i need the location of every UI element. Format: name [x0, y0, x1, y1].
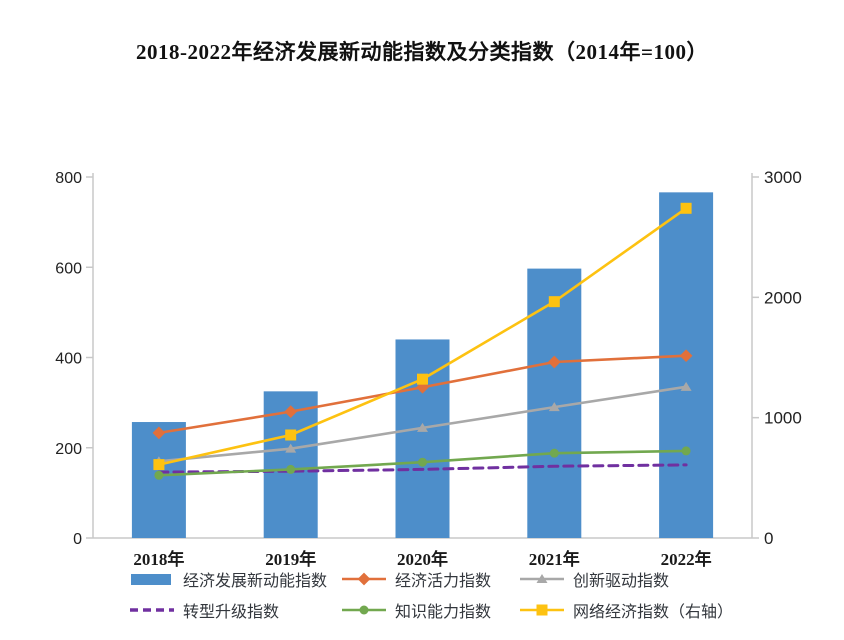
legend-line-marker-icon [342, 605, 386, 615]
right-axis-tick-label: 0 [764, 529, 773, 548]
left-axis-tick-label: 0 [73, 531, 82, 548]
left-axis-tick-label: 200 [55, 441, 82, 458]
line-series [154, 446, 691, 480]
legend-label: 经济活力指数 [395, 573, 492, 590]
left-axis-tick-label: 400 [55, 351, 82, 368]
bar-series [131, 192, 714, 538]
left-axis-tick-label: 800 [55, 170, 82, 187]
chart-legend: 经济发展新动能指数 经济活力指数 创新驱动指数转型升级指数 知识能力指数 网络经济指数（… [128, 567, 768, 622]
legend-label: 经济发展新动能指数 [183, 573, 328, 590]
legend-item: 网络经济指数（右轴） [518, 598, 768, 622]
legend-item: 转型升级指数 [128, 598, 340, 622]
legend-label: 转型升级指数 [183, 604, 280, 621]
bar [395, 339, 450, 538]
right-axis-tick-label: 2000 [764, 288, 802, 307]
legend-line-marker-icon [520, 604, 564, 616]
x-axis-category-label: 2022年 [661, 549, 712, 569]
legend-item: 创新驱动指数 [518, 567, 768, 591]
line-series [153, 202, 692, 471]
legend-label: 创新驱动指数 [573, 573, 670, 590]
line-series [157, 463, 688, 474]
legend-line-marker-icon [130, 608, 174, 612]
legend-line-marker-icon [342, 572, 386, 586]
legend-label: 知识能力指数 [395, 604, 492, 621]
x-axis-category-label: 2018年 [133, 549, 184, 569]
x-axis-category-label: 2021年 [529, 549, 580, 569]
chart-canvas: 0 200 400 600 800 0 1000 2000 3000 2018年 2019年 2020… [55, 168, 802, 569]
legend-line-marker-icon [520, 574, 564, 583]
legend-item: 经济发展新动能指数 [128, 567, 340, 591]
chart-title: 2018-2022年经济发展新动能指数及分类指数（2014年=100） [136, 40, 708, 64]
legend-bar-swatch-icon [131, 574, 171, 585]
left-axis-tick-label: 600 [55, 260, 82, 277]
right-axis-tick-label: 3000 [764, 168, 802, 187]
x-axis-category-label: 2019年 [265, 549, 316, 569]
bar [131, 422, 186, 538]
x-axis-category-label: 2020年 [397, 549, 448, 569]
legend-item: 知识能力指数 [340, 598, 518, 622]
right-axis-tick-label: 1000 [764, 409, 802, 428]
bar [659, 192, 714, 538]
legend-label: 网络经济指数（右轴） [573, 604, 734, 621]
legend-item: 经济活力指数 [340, 567, 518, 591]
